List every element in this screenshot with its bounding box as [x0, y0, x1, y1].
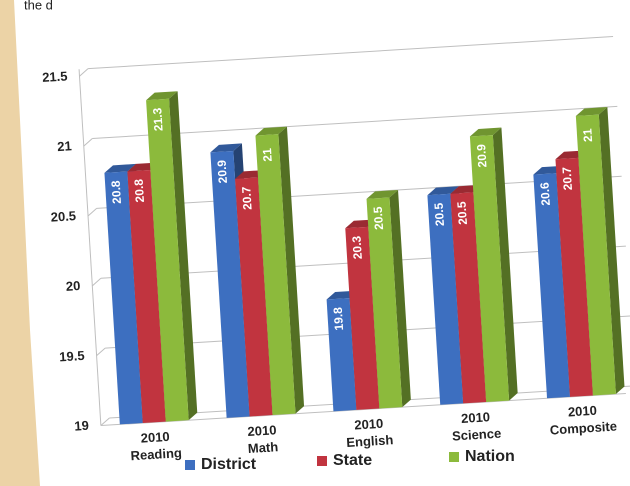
y-tick-label: 21.5 [42, 68, 68, 85]
x-tick-label: Science [452, 426, 502, 444]
value-label: 20.5 [455, 201, 470, 225]
grid-depth [83, 138, 93, 147]
value-label: 20.3 [349, 235, 364, 259]
legend-swatch [449, 452, 459, 462]
x-tick-label: 2010 [354, 416, 384, 433]
value-label: 20.9 [215, 159, 230, 183]
bar-top [104, 163, 136, 173]
bar [450, 192, 487, 404]
value-label: 21 [580, 128, 595, 143]
x-tick-label: Composite [549, 419, 617, 438]
grid-depth [100, 417, 110, 426]
bar-top [469, 127, 502, 137]
grid-depth [91, 277, 102, 287]
bar [210, 150, 250, 418]
bar [555, 157, 593, 397]
bar [427, 193, 464, 405]
x-tick-label: Reading [130, 445, 182, 463]
value-label: 20.5 [432, 202, 447, 226]
bar [469, 135, 510, 402]
value-label: 20.8 [109, 180, 124, 204]
bar [366, 197, 403, 409]
value-label: 20.5 [371, 206, 386, 230]
value-label: 20.8 [132, 178, 147, 202]
bar-side [169, 91, 198, 421]
grid-depth [96, 347, 106, 357]
bar [104, 171, 143, 425]
x-tick-label: 2010 [247, 422, 277, 439]
legend-label: Nation [465, 448, 515, 465]
value-label: 20.9 [474, 143, 489, 167]
x-tick-label: 2010 [461, 409, 491, 426]
bar-side [389, 189, 411, 408]
grid-line [88, 36, 614, 70]
value-label: 20.6 [538, 182, 553, 206]
bar-side [598, 107, 625, 395]
x-tick-label: 2010 [567, 403, 597, 420]
y-tick-label: 19 [74, 418, 89, 434]
bar-top [146, 91, 178, 101]
legend-swatch [185, 460, 195, 470]
axis-line [78, 69, 102, 426]
bar-top [575, 107, 608, 116]
y-tick-label: 19.5 [59, 348, 85, 365]
grid-depth [79, 68, 89, 77]
value-label: 21.3 [150, 107, 165, 131]
value-label: 20.7 [560, 166, 575, 190]
y-tick-label: 20 [65, 278, 80, 294]
bar [326, 298, 357, 412]
bar [235, 177, 273, 417]
bar-top [210, 143, 242, 153]
value-label: 21 [260, 147, 275, 162]
bar-top [366, 189, 399, 199]
value-label: 19.8 [331, 306, 346, 330]
y-tick-label: 20.5 [50, 208, 76, 225]
bar [533, 173, 570, 399]
x-tick-label: English [346, 432, 394, 450]
grid-depth [87, 208, 97, 217]
bar [146, 98, 189, 422]
bar [255, 134, 296, 416]
legend-swatch [317, 456, 327, 466]
bar-top [427, 186, 459, 196]
y-tick-label: 21 [57, 138, 72, 154]
bar [345, 226, 380, 410]
legend-label: District [201, 456, 257, 473]
legend-label: State [333, 452, 372, 469]
bar-side [492, 127, 518, 401]
bar-side [278, 126, 305, 414]
bar [575, 114, 616, 396]
bar-top [255, 126, 287, 136]
x-tick-label: 2010 [140, 429, 170, 446]
value-label: 20.7 [239, 186, 254, 210]
x-tick-label: Math [247, 439, 278, 456]
caption-fragment: the d [24, 0, 53, 12]
bar [127, 170, 166, 423]
